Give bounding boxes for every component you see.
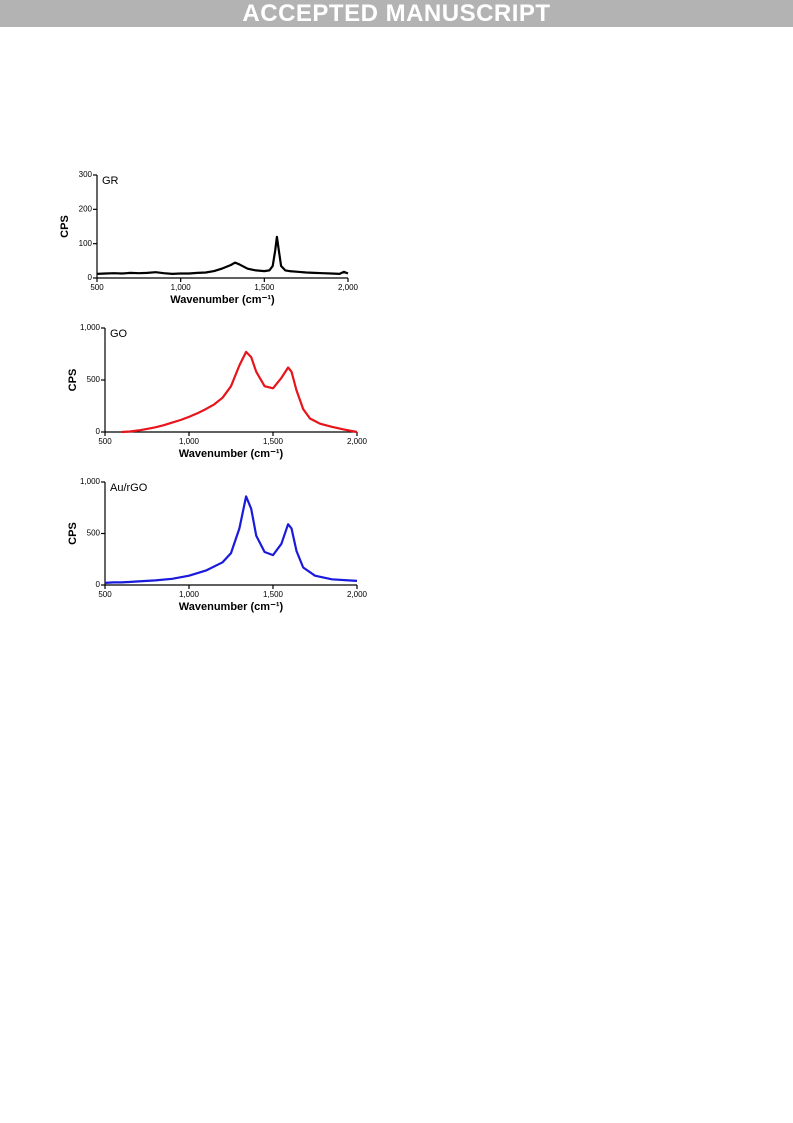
x-tick-label: 1,000	[171, 283, 192, 292]
x-axis-label: Wavenumber (cm⁻¹)	[179, 601, 284, 613]
y-tick-label: 0	[88, 273, 93, 282]
data-line	[121, 350, 358, 434]
x-tick-label: 1,500	[263, 590, 284, 599]
y-tick-label: 1,000	[80, 477, 101, 486]
y-tick-label: 1,000	[80, 323, 101, 332]
series-label: GR	[102, 175, 119, 187]
y-tick-label: 300	[79, 170, 93, 179]
x-tick-label: 2,000	[338, 283, 359, 292]
y-axis-label: CPS	[67, 522, 79, 545]
data-line	[104, 495, 358, 584]
data-line	[96, 235, 349, 275]
y-axis-label: CPS	[67, 369, 79, 392]
y-tick-label: 0	[96, 427, 101, 436]
series-label: Au/rGO	[110, 482, 148, 494]
x-tick-label: 500	[98, 590, 112, 599]
x-tick-label: 500	[90, 283, 104, 292]
x-axis-label: Wavenumber (cm⁻¹)	[170, 294, 275, 306]
x-tick-label: 1,000	[179, 437, 200, 446]
x-axis-label: Wavenumber (cm⁻¹)	[179, 448, 284, 460]
y-tick-label: 0	[96, 580, 101, 589]
x-tick-label: 1,000	[179, 590, 200, 599]
x-tick-label: 1,500	[254, 283, 275, 292]
banner: ACCEPTED MANUSCRIPT	[0, 0, 793, 27]
x-tick-label: 2,000	[347, 590, 368, 599]
y-axis-label: CPS	[59, 215, 71, 238]
y-tick-label: 500	[87, 375, 101, 384]
x-tick-label: 1,500	[263, 437, 284, 446]
series-label: GO	[110, 328, 128, 340]
x-tick-label: 500	[98, 437, 112, 446]
x-tick-label: 2,000	[347, 437, 368, 446]
y-tick-label: 500	[87, 529, 101, 538]
y-tick-label: 100	[79, 239, 93, 248]
y-tick-label: 200	[79, 204, 93, 213]
